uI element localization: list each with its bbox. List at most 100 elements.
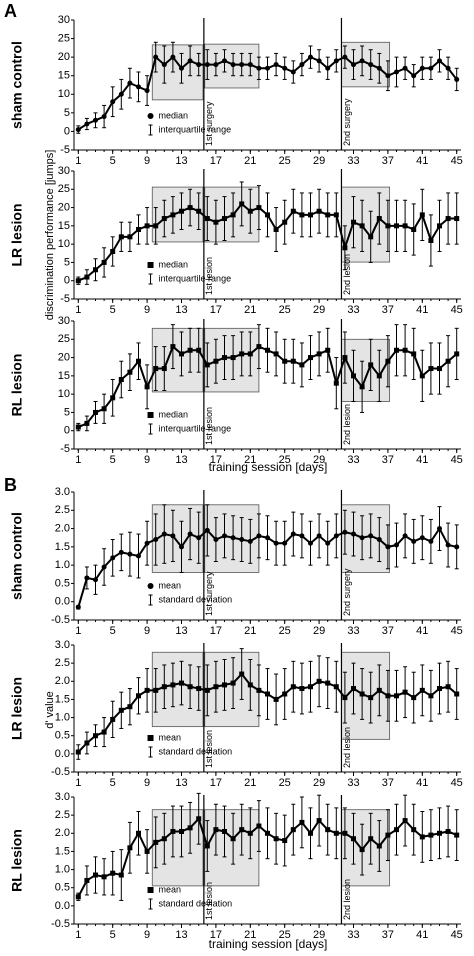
marker [351,686,356,692]
marker [282,358,288,364]
x-tick-label: 9 [144,304,150,316]
marker [454,76,460,82]
marker [402,689,408,695]
marker [273,696,279,702]
marker [187,347,193,353]
x-tick-label: 33 [347,155,359,167]
marker [93,577,98,583]
marker [179,828,184,834]
marker [110,716,116,722]
marker [359,223,365,229]
event-label: 1st lesion [204,730,214,768]
x-tick-label: 21 [244,304,256,316]
y-tick-label: 15 [58,220,70,232]
marker [110,870,116,876]
marker [204,62,210,68]
marker [402,65,408,71]
marker [93,733,98,739]
marker [376,216,382,222]
marker [239,351,245,357]
marker [385,223,391,229]
y-tick-label: 10 [58,88,70,100]
marker [445,358,451,364]
marker [118,872,124,878]
marker [187,684,193,690]
legend-marker [147,583,154,589]
y-tick-label: 5 [64,406,70,418]
row-title: LR lesion [9,677,25,740]
event-label: 1st lesion [204,407,214,445]
marker [419,212,425,218]
panel-letter: B [4,475,17,495]
marker [428,65,434,71]
x-tick-label: 25 [279,625,291,637]
x-axis-label: training session [days] [209,937,328,951]
y-tick-label: -0.5 [51,766,70,778]
y-tick-label: 15 [58,70,70,82]
marker [342,355,348,361]
marker [118,91,124,97]
marker [247,208,253,214]
x-tick-label: 9 [144,454,150,466]
x-tick-label: 37 [382,929,394,941]
marker [308,540,313,546]
highlight-box [341,186,391,263]
marker [230,355,236,361]
marker [239,827,245,833]
marker [402,347,408,353]
marker [437,830,442,836]
y-tick-label: 0 [64,275,70,287]
marker [265,65,270,71]
x-tick-label: 33 [347,625,359,637]
marker [325,680,331,686]
x-tick-label: 17 [210,625,222,637]
y-tick-label: -0.5 [51,918,70,930]
marker [359,691,365,697]
marker [84,121,90,127]
event-label: 2nd surgery [342,98,352,146]
marker [213,537,219,543]
marker [411,227,417,233]
legend-label: mean [159,732,182,742]
marker [153,839,159,845]
marker [136,830,141,836]
marker [316,678,322,684]
marker [359,384,365,390]
marker [170,212,176,218]
y-tick-label: 0.0 [55,900,70,912]
marker [325,540,331,546]
marker [419,687,425,693]
marker [144,848,150,854]
marker [118,234,124,240]
marker [316,351,322,357]
legend-label: interquartile range [159,423,232,433]
marker [385,358,391,364]
y-tick-label: -5 [60,443,70,455]
marker [394,542,399,548]
marker [239,62,245,68]
subplot: -0.5 0.0 0.5 1.0 1.5 2.0 2.5 3.0 1 5 9 13 17 21 25 29 33… [9,486,463,637]
y-tick-label: 25 [58,183,70,195]
marker [153,687,159,693]
marker [84,877,90,883]
marker [419,834,425,840]
y-tick-label: 3.0 [55,639,70,651]
marker [445,216,451,222]
x-tick-label: 29 [313,304,325,316]
marker [454,691,460,697]
marker [316,533,322,539]
marker [376,843,382,849]
x-tick-label: 37 [382,777,394,789]
marker [351,62,356,68]
x-tick-label: 21 [244,625,256,637]
marker [290,684,296,690]
marker [273,540,279,546]
x-tick-label: 33 [347,777,359,789]
marker [84,575,90,581]
x-tick-label: 45 [451,454,463,466]
y-tick-label: -5 [60,293,70,305]
marker [316,58,322,64]
y-tick-label: 1.5 [55,693,70,705]
marker [394,693,399,699]
marker [265,691,270,697]
